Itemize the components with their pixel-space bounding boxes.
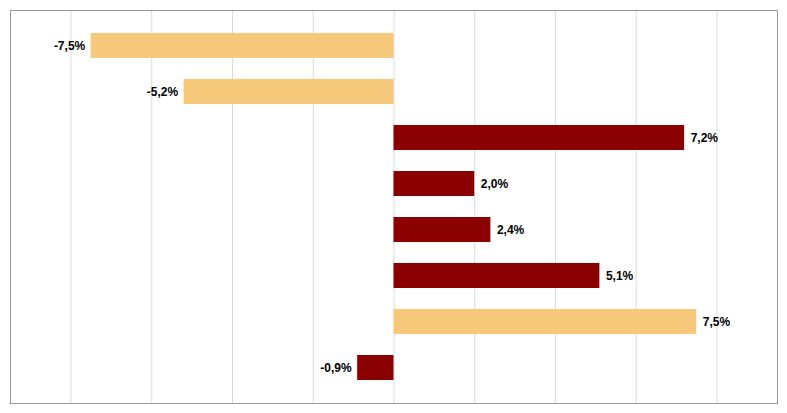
svg-text:-0,9%: -0,9% — [320, 361, 352, 375]
svg-text:-5,2%: -5,2% — [147, 85, 179, 99]
svg-text:7,5%: 7,5% — [703, 315, 731, 329]
svg-text:2,4%: 2,4% — [497, 223, 525, 237]
svg-text:7,2%: 7,2% — [691, 131, 719, 145]
svg-text:5,1%: 5,1% — [606, 269, 634, 283]
svg-text:-7,5%: -7,5% — [54, 39, 86, 53]
svg-text:2,0%: 2,0% — [481, 177, 509, 191]
